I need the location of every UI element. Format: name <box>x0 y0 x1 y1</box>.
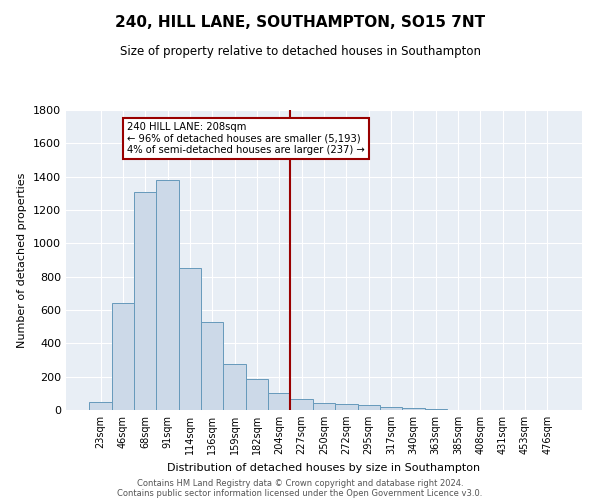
Bar <box>290 399 313 410</box>
Bar <box>380 406 402 410</box>
Bar <box>402 408 425 410</box>
Bar <box>157 180 179 410</box>
Bar <box>268 392 290 410</box>
Bar <box>201 322 223 410</box>
Bar <box>179 268 201 410</box>
Bar <box>112 304 134 410</box>
Bar <box>89 402 112 410</box>
Text: 240, HILL LANE, SOUTHAMPTON, SO15 7NT: 240, HILL LANE, SOUTHAMPTON, SO15 7NT <box>115 15 485 30</box>
Text: Size of property relative to detached houses in Southampton: Size of property relative to detached ho… <box>119 45 481 58</box>
Bar <box>313 404 335 410</box>
X-axis label: Distribution of detached houses by size in Southampton: Distribution of detached houses by size … <box>167 462 481 472</box>
Bar <box>223 364 246 410</box>
Text: Contains public sector information licensed under the Open Government Licence v3: Contains public sector information licen… <box>118 488 482 498</box>
Bar <box>358 406 380 410</box>
Bar <box>425 409 447 410</box>
Y-axis label: Number of detached properties: Number of detached properties <box>17 172 28 348</box>
Text: Contains HM Land Registry data © Crown copyright and database right 2024.: Contains HM Land Registry data © Crown c… <box>137 478 463 488</box>
Bar <box>134 192 157 410</box>
Bar <box>246 379 268 410</box>
Text: 240 HILL LANE: 208sqm
← 96% of detached houses are smaller (5,193)
4% of semi-de: 240 HILL LANE: 208sqm ← 96% of detached … <box>127 122 365 155</box>
Bar <box>335 404 358 410</box>
